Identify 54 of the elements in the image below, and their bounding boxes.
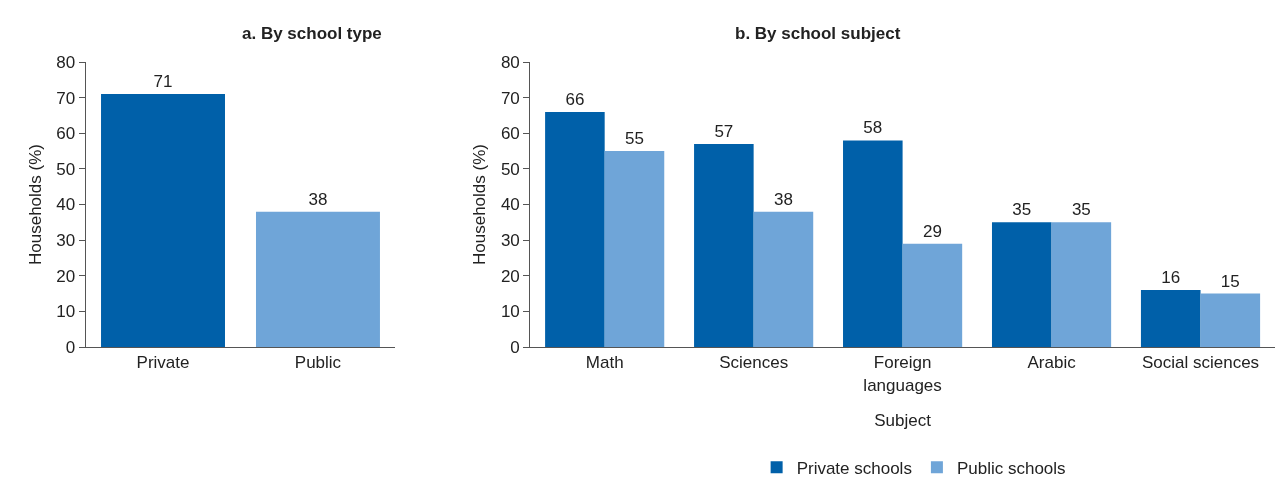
x-tick-label: Math — [585, 353, 624, 373]
x-tick-label: Private — [136, 353, 190, 373]
y-tick-label: 0 — [65, 337, 76, 357]
bar — [843, 140, 903, 347]
x-tick-label: Arabic — [1027, 353, 1077, 373]
x-tick-label: Social sciences — [1141, 353, 1260, 373]
bar — [545, 111, 605, 347]
bar — [753, 211, 814, 347]
x-tick-label: Foreign languages — [863, 353, 942, 395]
y-tick-label: 70 — [56, 88, 76, 108]
data-label: 38 — [773, 189, 793, 209]
y-tick-label: 20 — [500, 266, 520, 286]
bar — [1200, 293, 1261, 347]
y-tick-label: 40 — [56, 195, 76, 215]
x-tick-label: Sciences — [719, 353, 789, 373]
bar — [991, 222, 1052, 347]
data-label: 38 — [308, 189, 328, 209]
data-label: 15 — [1220, 271, 1240, 291]
y-tick-label: 20 — [56, 266, 76, 286]
y-tick-label: 30 — [56, 231, 76, 251]
y-tick-label: 60 — [500, 124, 520, 144]
data-label: 35 — [1071, 200, 1091, 220]
bar — [1140, 290, 1201, 347]
y-tick-label: 60 — [56, 124, 76, 144]
y-tick-label: 0 — [510, 337, 520, 357]
y-tick-label: 80 — [56, 52, 76, 72]
x-axis-title: Subject — [874, 410, 932, 430]
x-tick-label: Public — [294, 353, 342, 373]
chart-title: b. By school subject — [735, 24, 901, 43]
y-tick-label: 40 — [500, 195, 520, 215]
data-label: 66 — [565, 89, 585, 109]
legend-label: Public schools — [956, 458, 1066, 478]
y-tick-label: 50 — [56, 159, 76, 179]
data-label: 55 — [625, 129, 644, 149]
bar — [694, 143, 754, 347]
y-tick-label: 80 — [500, 52, 520, 72]
y-tick-label: 30 — [500, 231, 520, 251]
bar — [902, 243, 963, 347]
y-tick-label: 10 — [56, 302, 76, 322]
data-label: 16 — [1161, 268, 1181, 287]
bar — [604, 151, 665, 347]
data-label: 71 — [153, 72, 173, 92]
y-tick-label: 10 — [500, 302, 520, 322]
data-label: 35 — [1012, 200, 1032, 220]
bar — [1051, 222, 1112, 347]
y-tick-label: 50 — [500, 159, 520, 179]
y-axis-title: Households (%) — [25, 144, 45, 265]
data-label: 29 — [922, 221, 942, 241]
data-label: 57 — [714, 121, 734, 141]
legend-label: Private schools — [796, 458, 912, 478]
y-tick-label: 70 — [500, 88, 520, 108]
chart-title: a. By school type — [242, 24, 382, 43]
y-axis-title: Households (%) — [470, 144, 490, 265]
data-label: 58 — [863, 118, 883, 138]
